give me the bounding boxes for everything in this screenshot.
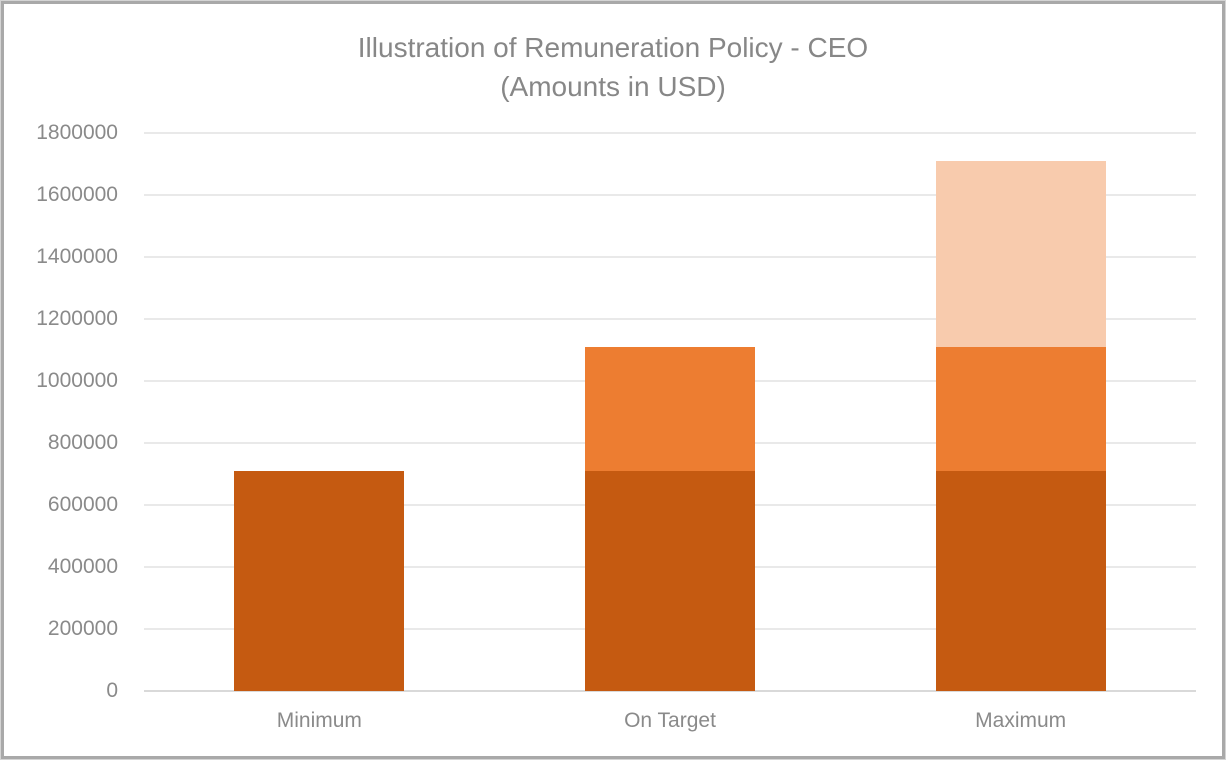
bar-maximum xyxy=(935,133,1106,691)
x-axis: Minimum On Target Maximum xyxy=(144,709,1196,745)
chart-subtitle: (Amounts in USD) xyxy=(500,71,726,102)
gridline xyxy=(144,132,1196,134)
x-axis-line xyxy=(144,690,1196,692)
gridline xyxy=(144,194,1196,196)
y-axis-tick-label: 1800000 xyxy=(36,121,118,144)
chart-title-block: Illustration of Remuneration Policy - CE… xyxy=(4,28,1222,106)
bar-segment-segment-light-orange xyxy=(935,160,1106,347)
y-axis-tick-label: 800000 xyxy=(47,431,118,454)
x-axis-category-label: Minimum xyxy=(276,709,362,732)
bar-segment-segment-dark-orange xyxy=(935,470,1106,691)
y-axis-tick-label: 1400000 xyxy=(36,245,118,268)
y-axis-tick-label: 1600000 xyxy=(36,183,118,206)
y-axis-tick-label: 1200000 xyxy=(36,307,118,330)
y-axis-tick-label: 0 xyxy=(106,679,118,702)
y-axis: 0 200000 400000 600000 800000 1000000 1200000 1… xyxy=(4,121,118,702)
bar-segment-segment-dark-orange xyxy=(234,470,405,691)
bar-segment-segment-dark-orange xyxy=(585,470,755,691)
x-axis-category-label: On Target xyxy=(624,709,716,732)
bar-segment-segment-orange xyxy=(935,346,1106,471)
y-axis-tick-label: 400000 xyxy=(47,555,118,578)
gridline xyxy=(144,318,1196,320)
bar-segment-segment-orange xyxy=(585,346,755,471)
chart-title: Illustration of Remuneration Policy - CE… xyxy=(357,32,869,63)
plot-area xyxy=(144,132,1196,692)
gridline xyxy=(144,256,1196,258)
y-axis-tick-label: 1000000 xyxy=(36,369,118,392)
bar-on-target xyxy=(585,133,755,691)
y-axis-tick-label: 200000 xyxy=(47,617,118,640)
x-axis-category-label: Maximum xyxy=(975,709,1067,732)
y-axis-tick-label: 600000 xyxy=(47,493,118,516)
bar-minimum xyxy=(234,133,405,691)
